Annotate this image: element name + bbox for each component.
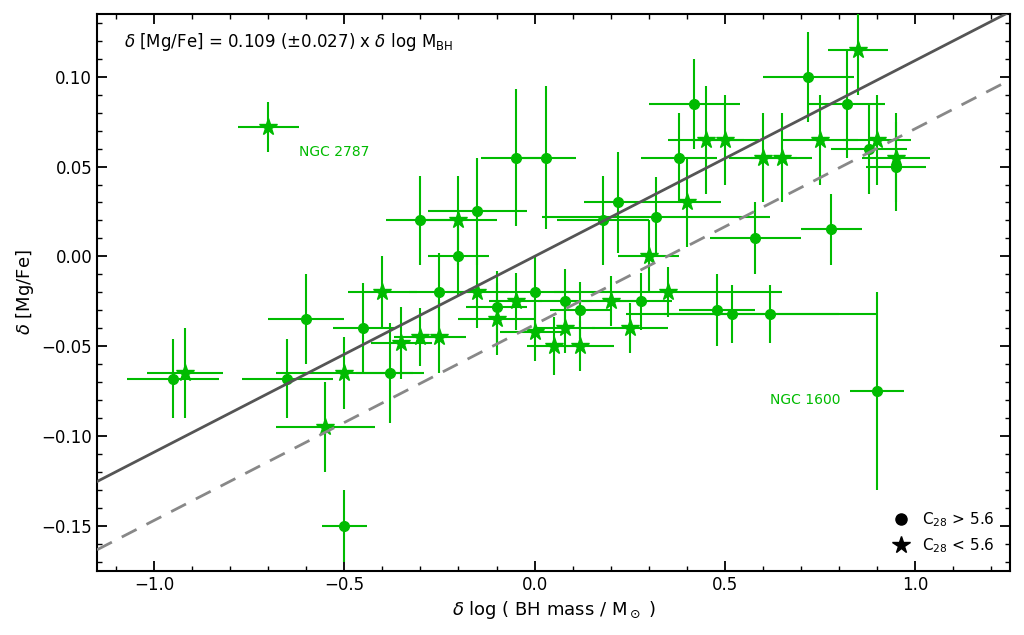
Text: NGC 2787: NGC 2787	[299, 145, 369, 159]
Text: NGC 1600: NGC 1600	[770, 392, 841, 406]
Legend: C$_{28}$ > 5.6, C$_{28}$ < 5.6: C$_{28}$ > 5.6, C$_{28}$ < 5.6	[878, 503, 1002, 563]
X-axis label: $\delta$ log ( BH mass / M$_\odot$ ): $\delta$ log ( BH mass / M$_\odot$ )	[452, 599, 655, 621]
Text: $\delta$ [Mg/Fe] = 0.109 ($\pm$0.027) x $\delta$ log M$_{\rm BH}$: $\delta$ [Mg/Fe] = 0.109 ($\pm$0.027) x …	[125, 30, 454, 53]
Y-axis label: $\delta$ [Mg/Fe]: $\delta$ [Mg/Fe]	[14, 250, 36, 335]
